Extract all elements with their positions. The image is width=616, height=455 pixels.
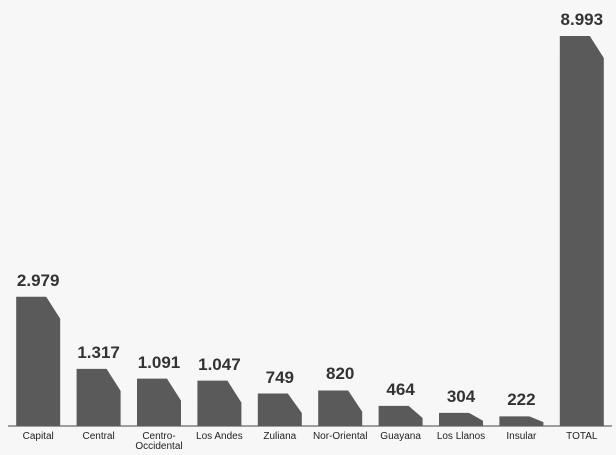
value-label: 8.993 — [560, 10, 604, 29]
x-tick-label: Los Llanos — [436, 431, 486, 442]
value-label: 304 — [446, 386, 476, 406]
x-tick-label: Guayana — [380, 431, 421, 442]
x-tick-label: Insular — [506, 431, 537, 442]
x-tick-label: Central — [82, 431, 115, 442]
x-tick-label: Capital — [22, 431, 54, 442]
bar — [76, 368, 121, 426]
bar — [559, 36, 604, 426]
bar — [16, 296, 61, 426]
bar — [439, 412, 483, 426]
value-label: 820 — [326, 364, 355, 384]
x-tick-label: Zuliana — [263, 431, 297, 442]
value-label: 222 — [507, 390, 536, 410]
x-tick-label: Los Andes — [196, 431, 243, 442]
bar — [318, 390, 363, 426]
bar — [499, 416, 544, 426]
value-label: 1.091 — [137, 352, 181, 372]
bar — [197, 380, 242, 426]
value-label: 749 — [265, 367, 294, 387]
x-tick-label: TOTAL — [566, 431, 598, 442]
value-label: 1.317 — [77, 342, 120, 362]
value-label: 1.047 — [198, 354, 241, 374]
bar — [378, 405, 423, 426]
x-tick-label: Nor-Oriental — [312, 431, 368, 442]
value-label: 2.979 — [16, 270, 60, 290]
x-tick-label: Centro-Occidental — [135, 431, 183, 452]
bar — [257, 393, 302, 426]
bar — [137, 378, 181, 426]
value-label: 464 — [386, 379, 415, 399]
